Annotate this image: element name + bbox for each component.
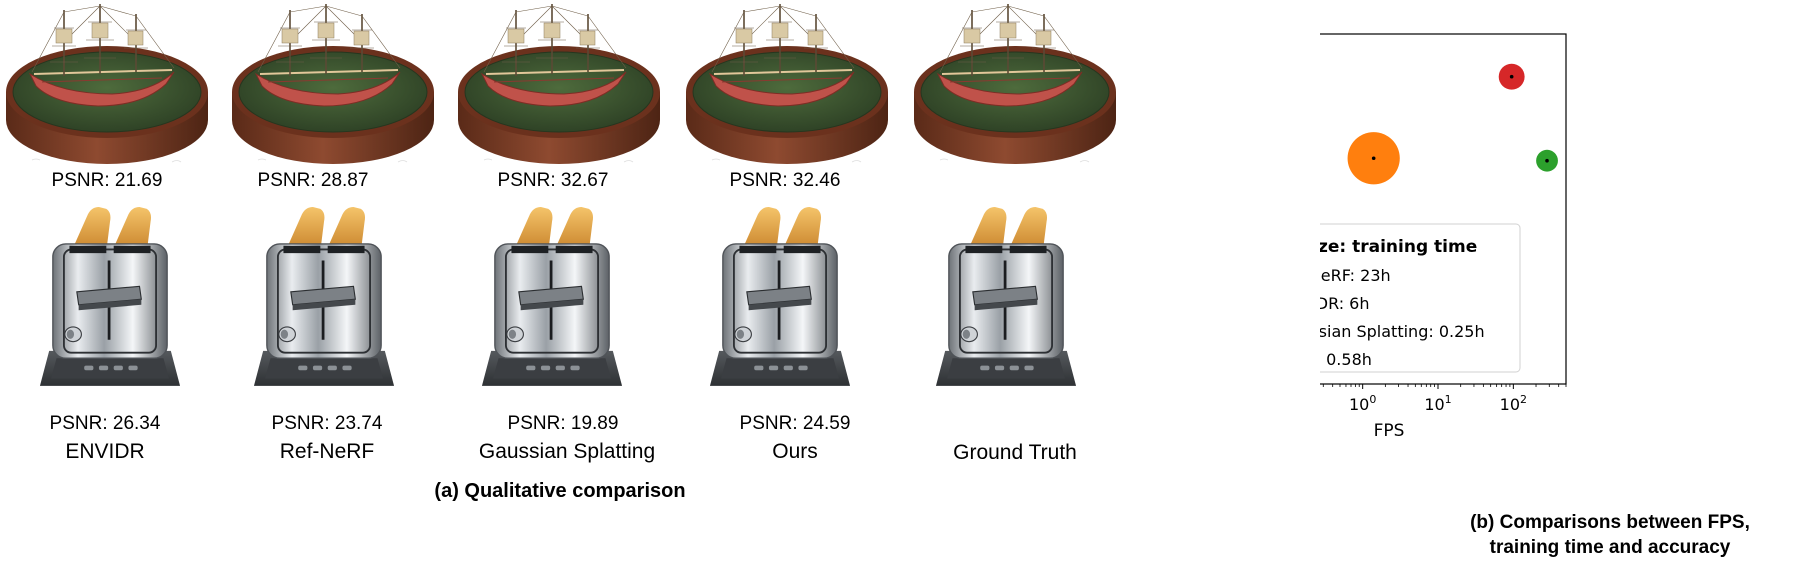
ship-render-ground-truth xyxy=(910,2,1120,172)
x-axis-label: FPS xyxy=(1374,421,1405,441)
legend-title: Circle size: training time xyxy=(1320,237,1477,257)
toaster-render-ours xyxy=(700,196,860,408)
legend-entry: Ref-NeRF: 23h xyxy=(1320,266,1391,285)
toaster-render-envidr xyxy=(30,196,190,408)
x-tick-label: 102 xyxy=(1500,393,1527,414)
ship-render-ours xyxy=(682,2,892,172)
legend-entry: ENVIDR: 6h xyxy=(1320,294,1369,313)
legend-entry: Ours: 0.58h xyxy=(1320,350,1372,369)
toaster-render-ref-nerf xyxy=(244,196,404,408)
method-label-ref-nerf: Ref-NeRF xyxy=(279,440,375,463)
ship-render-gaussian-splatting xyxy=(454,2,664,172)
point-center-ours xyxy=(1509,74,1514,79)
ship-render-envidr xyxy=(2,2,212,172)
toaster-render-ground-truth xyxy=(926,196,1086,408)
x-tick-label: 101 xyxy=(1424,393,1451,414)
ship-psnr-ours: PSNR: 32.46 xyxy=(729,170,841,191)
point-center-gaussian-splatting xyxy=(1545,158,1549,163)
ship-psnr-ref-nerf: PSNR: 28.87 xyxy=(257,170,369,191)
method-label-ground-truth: Ground Truth xyxy=(953,441,1077,464)
method-label-gaussian-splatting: Gaussian Splatting xyxy=(478,440,656,463)
toaster-psnr-gaussian-splatting: PSNR: 19.89 xyxy=(507,413,619,434)
legend-box xyxy=(1320,223,1521,373)
toaster-psnr-envidr: PSNR: 26.34 xyxy=(49,413,161,434)
x-tick-label: 100 xyxy=(1349,393,1376,414)
toaster-psnr-ref-nerf: PSNR: 23.74 xyxy=(271,413,383,434)
method-label-ours: Ours xyxy=(772,440,818,463)
ship-psnr-gaussian-splatting: PSNR: 32.67 xyxy=(497,170,609,191)
figure-caption-b-line1: (b) Comparisons between FPS, xyxy=(1470,512,1750,533)
point-center-envidr xyxy=(1371,156,1376,161)
ship-render-ref-nerf xyxy=(228,2,438,172)
legend-entry: Gaussian Splatting: 0.25h xyxy=(1320,322,1485,341)
ship-psnr-envidr: PSNR: 21.69 xyxy=(51,170,163,191)
figure-caption-b-line2: training time and accuracy xyxy=(1489,537,1731,558)
figure-caption-a: (a) Qualitative comparison xyxy=(434,480,686,502)
toaster-render-gaussian-splatting xyxy=(472,196,632,408)
toaster-psnr-ours: PSNR: 24.59 xyxy=(739,413,851,434)
fps-psnr-scatter-chart: 24262830323410−210−1100101102FPSPSNRCirc… xyxy=(1320,33,1567,441)
method-label-envidr: ENVIDR xyxy=(65,440,145,463)
